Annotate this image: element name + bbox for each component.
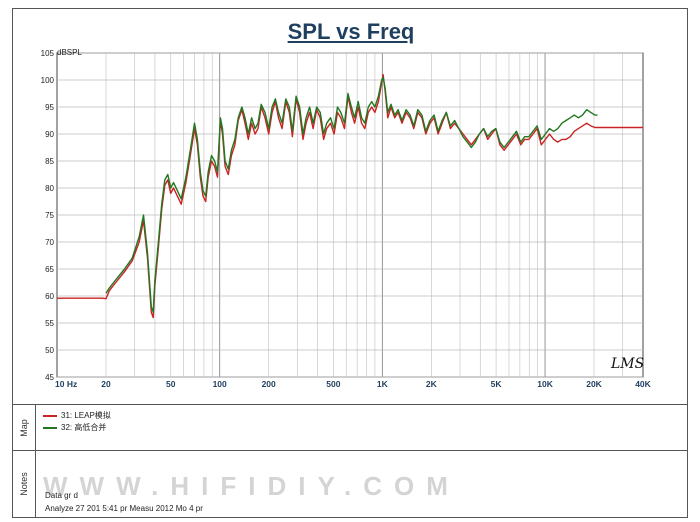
x-tick-label: 5K <box>491 379 503 389</box>
y-tick-label: 80 <box>45 184 54 193</box>
y-tick-label: 105 <box>41 49 55 58</box>
y-tick-label: 60 <box>45 292 54 301</box>
notes-line-1: Data gr d <box>45 491 78 500</box>
y-tick-label: 70 <box>45 238 54 247</box>
legend-swatch-green <box>43 426 57 429</box>
legend-item-series-2: 32: 高低合并 <box>43 422 106 433</box>
y-tick-label: 85 <box>45 157 54 166</box>
map-section: Map 31: LEAP模拟 32: 高低合并 <box>13 405 687 451</box>
y-tick-label: 65 <box>45 265 54 274</box>
x-tick-label: 500 <box>326 379 340 389</box>
section-divider <box>13 404 687 405</box>
y-tick-label: 45 <box>45 373 54 382</box>
x-tick-label: 40K <box>635 379 651 389</box>
y-tick-label: 100 <box>41 76 55 85</box>
legend-swatch-red <box>43 414 57 417</box>
notes-line-2: Analyze 27 201 5:41 pr Measu 2012 Mo 4 p… <box>45 504 203 513</box>
x-tick-label: 50 <box>166 379 176 389</box>
notes-section-label: Notes <box>13 451 36 517</box>
y-tick-label: 75 <box>45 211 54 220</box>
series-line-2 <box>105 76 598 313</box>
plot-area: 45 50 55 60 65 70 75 80 85 90 95 100 105 10 Hz 20 50 100… <box>41 48 652 389</box>
legend-item-series-1: 31: LEAP模拟 <box>43 410 111 421</box>
x-tick-label: 200 <box>262 379 276 389</box>
y-tick-label: 90 <box>45 130 54 139</box>
x-tick-label: 20K <box>586 379 602 389</box>
y-tick-label: 55 <box>45 319 54 328</box>
y-axis-label: dBSPL <box>57 48 82 57</box>
y-tick-label: 50 <box>45 346 54 355</box>
map-section-label: Map <box>13 405 36 450</box>
x-tick-label: 10K <box>537 379 553 389</box>
x-tick-label: 100 <box>213 379 227 389</box>
y-tick-label: 95 <box>45 103 54 112</box>
x-tick-label: 2K <box>426 379 438 389</box>
lms-logo: LMS <box>611 356 645 372</box>
watermark: WWW.HIFIDIY.COM <box>43 471 460 501</box>
series-line-1 <box>57 73 643 319</box>
x-tick-label: 1K <box>377 379 389 389</box>
legend-label-1: 31: LEAP模拟 <box>61 411 111 420</box>
legend-label-2: 32: 高低合并 <box>61 423 107 432</box>
x-tick-label: 10 Hz <box>55 379 77 389</box>
x-tick-label: 20 <box>101 379 111 389</box>
chart-frame: SPL vs Freq 45 50 55 60 65 70 75 80 85 90 95 100 105… <box>12 8 688 518</box>
notes-section: Notes WWW.HIFIDIY.COM Data gr d Analyze … <box>13 451 687 517</box>
chart-title: SPL vs Freq <box>287 19 415 44</box>
